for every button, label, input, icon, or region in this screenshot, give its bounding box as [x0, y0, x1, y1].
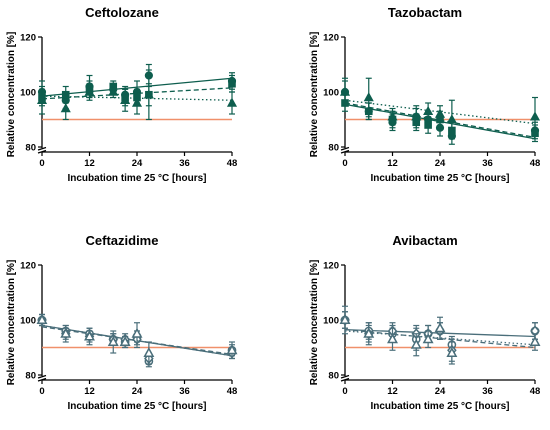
data-point-triangle [410, 338, 422, 349]
x-tick-label: 0 [342, 158, 347, 169]
y-tick-label: 100 [323, 88, 339, 99]
y-axis-break-mark [340, 146, 350, 151]
data-point-triangle [422, 333, 434, 344]
y-tick-label: 120 [20, 261, 36, 272]
x-tick-label: 36 [482, 158, 493, 169]
data-point-triangle [387, 111, 398, 121]
data-point-triangle [446, 114, 457, 124]
y-tick-label: 120 [323, 261, 339, 272]
data-series [339, 305, 541, 365]
x-tick-label: 24 [435, 386, 446, 397]
data-point-triangle [119, 336, 131, 346]
chart-title: Avibactam [392, 233, 457, 248]
x-axis-label: Incubation time 25 °C [hours] [370, 173, 509, 184]
x-tick-label: 36 [482, 386, 493, 397]
x-tick-label: 24 [132, 386, 143, 397]
y-axis-label: Relative concentration [%] [309, 32, 320, 158]
chart-panel: Ceftazidime 80 100 120 0 12 24 36 48 Incubation t… [6, 233, 238, 412]
x-tick-label: 48 [227, 158, 238, 169]
chart-panel: Avibactam 80 100 120 0 12 24 36 48 Incubation tim… [309, 233, 541, 412]
data-point-triangle [84, 86, 95, 96]
x-tick-label: 24 [132, 158, 143, 169]
data-point-triangle [529, 111, 541, 121]
data-point-triangle [339, 314, 351, 324]
y-axis-break-mark [37, 374, 47, 379]
data-point-triangle [108, 86, 119, 96]
y-tick-label: 100 [20, 316, 36, 327]
x-axis-label: Incubation time 25 °C [hours] [370, 401, 509, 412]
data-point-triangle [411, 111, 422, 121]
y-axis-break-mark [37, 146, 47, 151]
chart-title: Ceftolozane [85, 5, 159, 20]
y-axis-label: Relative concentration [%] [6, 32, 17, 158]
data-point-triangle [226, 97, 238, 107]
x-tick-label: 36 [179, 386, 190, 397]
x-tick-label: 0 [39, 386, 44, 397]
x-tick-label: 24 [435, 158, 446, 169]
y-tick-label: 100 [20, 88, 36, 99]
chart-title: Ceftazidime [86, 233, 159, 248]
x-tick-label: 12 [387, 158, 398, 169]
chart-panel: Ceftolozane 80 100 120 0 12 24 36 48 Incubation t… [6, 5, 237, 184]
y-tick-label: 80 [328, 371, 339, 382]
x-tick-label: 12 [84, 158, 95, 169]
data-point-square [228, 79, 236, 88]
data-point-triangle [363, 92, 374, 102]
data-point-triangle [107, 336, 119, 346]
y-axis-label: Relative concentration [%] [6, 260, 17, 386]
x-axis-label: Incubation time 25 °C [hours] [67, 173, 206, 184]
data-point-triangle [60, 103, 71, 113]
data-point-triangle [60, 327, 72, 338]
x-tick-label: 12 [84, 386, 95, 397]
data-point-triangle [446, 347, 458, 357]
data-point-triangle [339, 86, 351, 96]
x-tick-label: 36 [179, 158, 190, 169]
data-series [36, 69, 238, 121]
data-point-triangle [143, 89, 154, 99]
data-point-triangle [434, 322, 446, 333]
data-point-triangle [387, 333, 398, 344]
y-tick-label: 120 [20, 33, 36, 44]
x-tick-label: 48 [530, 386, 541, 397]
y-tick-label: 120 [323, 33, 339, 44]
x-tick-label: 48 [530, 158, 541, 169]
data-point-triangle [363, 327, 375, 338]
data-point-triangle [434, 108, 446, 118]
y-tick-label: 100 [323, 316, 339, 327]
y-tick-label: 80 [25, 143, 36, 154]
y-tick-label: 80 [328, 143, 339, 154]
data-point-triangle [131, 97, 143, 107]
data-series [339, 77, 541, 140]
chart-title: Tazobactam [388, 5, 462, 20]
data-point-triangle [226, 344, 238, 355]
chart-panel: Tazobactam 80 100 120 0 12 24 36 48 Incubation ti… [309, 5, 540, 184]
data-point-triangle [143, 347, 155, 357]
data-point-triangle [120, 94, 131, 104]
data-point-triangle [84, 330, 95, 341]
x-tick-label: 48 [227, 386, 238, 397]
data-point-triangle [529, 336, 541, 346]
data-point-triangle [131, 327, 143, 338]
x-tick-label: 0 [342, 386, 347, 397]
data-series [36, 313, 238, 365]
x-tick-label: 0 [39, 158, 44, 169]
y-axis-label: Relative concentration [%] [309, 260, 320, 386]
data-point-square [424, 121, 432, 129]
y-tick-label: 80 [25, 371, 36, 382]
data-point-triangle [36, 94, 48, 104]
x-tick-label: 12 [387, 386, 398, 397]
y-axis-break-mark [340, 374, 350, 379]
data-point-triangle [423, 105, 434, 115]
x-axis-label: Incubation time 25 °C [hours] [67, 401, 206, 412]
data-point-triangle [36, 314, 48, 324]
